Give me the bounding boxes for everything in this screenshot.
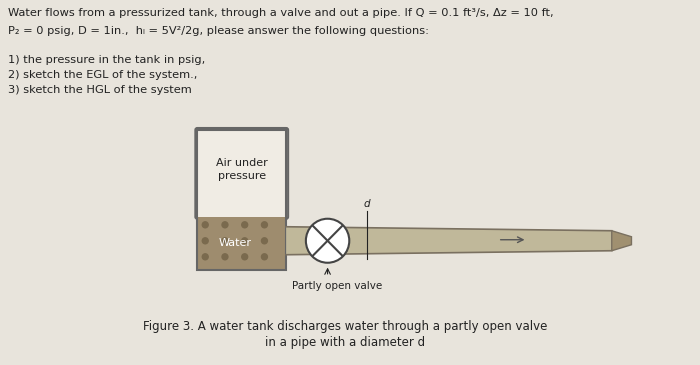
Text: in a pipe with a diameter d: in a pipe with a diameter d [265, 336, 426, 349]
Text: Partly open valve: Partly open valve [293, 281, 383, 291]
Polygon shape [612, 231, 631, 251]
Circle shape [222, 254, 228, 260]
Text: 3) sketch the HGL of the system: 3) sketch the HGL of the system [8, 85, 192, 95]
Text: Figure 3. A water tank discharges water through a partly open valve: Figure 3. A water tank discharges water … [143, 320, 547, 333]
Text: Water: Water [218, 238, 251, 249]
Circle shape [306, 219, 349, 263]
Circle shape [262, 254, 267, 260]
Bar [197, 217, 286, 270]
Circle shape [202, 238, 208, 244]
Circle shape [241, 222, 248, 228]
Circle shape [202, 254, 208, 260]
Circle shape [202, 222, 208, 228]
FancyBboxPatch shape [195, 128, 288, 219]
Text: Water flows from a pressurized tank, through a valve and out a pipe. If Q = 0.1 : Water flows from a pressurized tank, thr… [8, 8, 554, 18]
Circle shape [222, 222, 228, 228]
Circle shape [222, 238, 228, 244]
Circle shape [262, 238, 267, 244]
Circle shape [241, 254, 248, 260]
Bar [197, 130, 286, 270]
Text: Air under
pressure: Air under pressure [216, 158, 267, 181]
Text: 2) sketch the EGL of the system.,: 2) sketch the EGL of the system., [8, 70, 197, 80]
Circle shape [262, 222, 267, 228]
Text: 1) the pressure in the tank in psig,: 1) the pressure in the tank in psig, [8, 55, 205, 65]
Polygon shape [286, 227, 612, 255]
Circle shape [241, 238, 248, 244]
Text: d: d [364, 199, 370, 209]
Text: P₂ = 0 psig, D = 1in.,  hₗ = 5V²/2g, please answer the following questions:: P₂ = 0 psig, D = 1in., hₗ = 5V²/2g, plea… [8, 26, 429, 36]
